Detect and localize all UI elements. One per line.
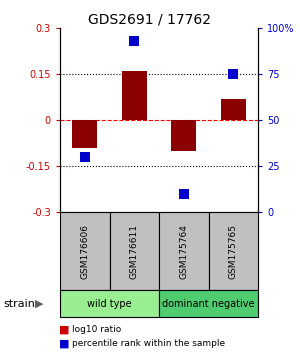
- Text: GSM175765: GSM175765: [229, 224, 238, 279]
- Point: [182, 191, 186, 197]
- Text: percentile rank within the sample: percentile rank within the sample: [72, 339, 225, 348]
- Bar: [221, 99, 246, 120]
- Bar: [159, 212, 208, 290]
- Bar: [208, 212, 258, 290]
- Text: GDS2691 / 17762: GDS2691 / 17762: [88, 12, 212, 27]
- Text: dominant negative: dominant negative: [162, 298, 255, 309]
- Point: [82, 154, 87, 160]
- Text: GSM175764: GSM175764: [179, 224, 188, 279]
- Bar: [60, 290, 159, 317]
- Bar: [110, 212, 159, 290]
- Text: strain: strain: [3, 299, 35, 309]
- Text: GSM176611: GSM176611: [130, 224, 139, 279]
- Text: ▶: ▶: [34, 299, 43, 309]
- Text: ■: ■: [58, 338, 69, 348]
- Bar: [60, 212, 110, 290]
- Bar: [159, 290, 258, 317]
- Text: wild type: wild type: [87, 298, 132, 309]
- Text: log10 ratio: log10 ratio: [72, 325, 121, 335]
- Bar: [72, 120, 97, 148]
- Text: GSM176606: GSM176606: [80, 224, 89, 279]
- Text: ■: ■: [58, 325, 69, 335]
- Point: [231, 72, 236, 77]
- Bar: [171, 120, 196, 151]
- Bar: [122, 71, 147, 120]
- Point: [132, 38, 137, 44]
